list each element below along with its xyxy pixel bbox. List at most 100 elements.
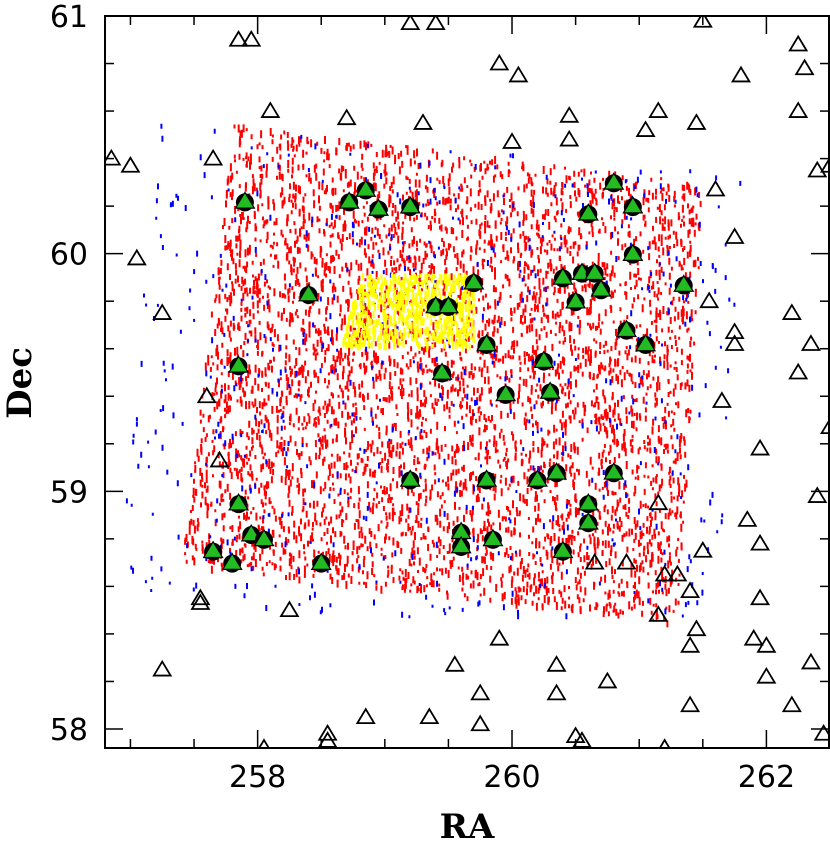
data-point	[209, 450, 230, 468]
data-point	[412, 113, 433, 130]
region-dots	[125, 123, 742, 620]
data-point	[400, 16, 421, 31]
data-point	[196, 386, 217, 404]
data-point	[260, 101, 281, 118]
data-point	[450, 521, 472, 542]
data-point	[228, 355, 250, 376]
data-point	[654, 564, 675, 582]
data-point	[431, 362, 453, 383]
data-point	[502, 132, 523, 149]
data-point	[355, 179, 377, 200]
y-tick-label: 60	[50, 238, 88, 273]
x-tick-label: 262	[738, 760, 795, 795]
y-tick-label: 58	[50, 713, 88, 748]
data-point	[253, 528, 275, 549]
data-point	[463, 272, 485, 293]
data-point	[546, 655, 567, 672]
region-0	[184, 124, 702, 628]
data-point	[450, 535, 472, 556]
data-point	[635, 120, 656, 137]
data-point	[577, 203, 599, 224]
data-point	[750, 588, 771, 606]
data-point	[152, 303, 173, 320]
data-point	[807, 486, 828, 503]
data-point	[680, 695, 701, 713]
data-point	[603, 172, 625, 193]
x-tick-label: 258	[229, 760, 286, 795]
data-point	[367, 198, 389, 219]
data-point	[190, 593, 211, 610]
data-point	[571, 731, 592, 748]
data-point	[788, 362, 809, 380]
data-point	[476, 469, 498, 490]
data-point	[482, 528, 504, 549]
data-point	[603, 462, 625, 483]
data-point	[120, 155, 141, 173]
y-tick-label: 59	[50, 475, 88, 510]
data-point	[241, 30, 262, 47]
data-point	[425, 16, 446, 31]
data-point	[584, 552, 605, 570]
data-point	[399, 469, 421, 490]
data-point	[539, 381, 561, 402]
region-1	[125, 123, 742, 620]
data-point	[476, 333, 498, 354]
data-point	[297, 283, 320, 305]
plot-area	[105, 16, 830, 748]
data-point	[355, 707, 376, 725]
data-point	[750, 438, 771, 456]
data-point	[399, 195, 421, 217]
data-point	[552, 267, 574, 288]
data-point	[724, 322, 745, 339]
series-1	[105, 16, 830, 748]
data-point	[686, 619, 707, 637]
plot-frame	[104, 15, 830, 749]
plot-content	[105, 16, 830, 748]
data-point	[648, 605, 669, 622]
data-point	[152, 659, 173, 677]
data-point	[686, 113, 707, 130]
data-point	[419, 707, 440, 725]
data-point	[559, 129, 580, 147]
data-point	[533, 350, 555, 371]
region-dots	[184, 124, 702, 628]
data-point	[692, 16, 713, 28]
data-point	[622, 243, 644, 264]
data-point	[565, 291, 587, 312]
data-point	[202, 540, 224, 561]
data-point	[794, 58, 815, 76]
series-0	[202, 172, 695, 573]
data-point	[800, 334, 821, 351]
data-point	[584, 262, 606, 283]
data-point	[781, 303, 802, 320]
data-point	[470, 683, 491, 701]
data-point	[279, 600, 300, 618]
data-point	[126, 248, 147, 266]
data-point	[648, 101, 669, 118]
data-point	[692, 540, 713, 558]
data-point	[336, 108, 357, 126]
data-point	[622, 195, 644, 217]
data-point	[508, 65, 529, 83]
data-point	[577, 493, 599, 514]
y-axis-title: Dec	[0, 347, 40, 419]
data-point	[228, 30, 249, 47]
data-point	[559, 106, 580, 123]
data-point	[228, 493, 250, 514]
data-point	[444, 655, 465, 672]
data-point	[221, 552, 243, 573]
data-point	[437, 295, 459, 316]
data-point	[756, 666, 777, 684]
data-point	[310, 552, 332, 573]
data-point	[317, 723, 338, 741]
data-point	[489, 53, 510, 71]
data-point	[820, 417, 830, 435]
data-point	[546, 683, 567, 701]
data-point	[317, 731, 338, 748]
data-point	[577, 512, 599, 533]
data-point	[820, 155, 830, 173]
data-point	[203, 148, 224, 166]
data-point	[648, 493, 669, 511]
data-point	[495, 383, 517, 404]
